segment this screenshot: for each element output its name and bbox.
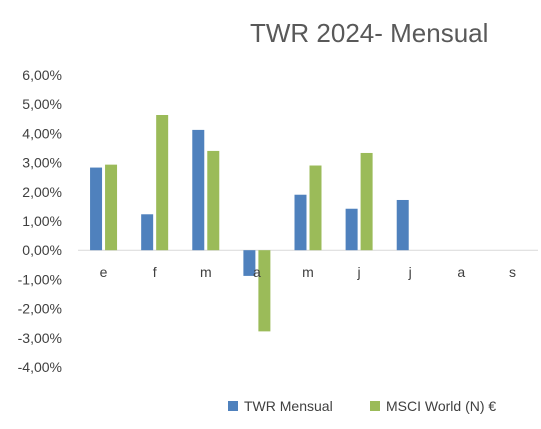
y-tick-label: -3,00% xyxy=(18,330,62,346)
legend-label: TWR Mensual xyxy=(244,398,333,414)
x-tick-label: a xyxy=(457,264,465,280)
x-tick-label: e xyxy=(100,264,108,280)
x-tick-label: m xyxy=(200,264,212,280)
bar xyxy=(345,208,358,251)
bar xyxy=(192,129,205,251)
bar xyxy=(105,164,118,251)
bar xyxy=(207,150,220,251)
y-tick-label: 3,00% xyxy=(22,155,62,171)
bar xyxy=(90,167,103,251)
x-tick-label: j xyxy=(357,264,361,280)
legend-label: MSCI World (N) € xyxy=(386,398,496,414)
x-tick-label: s xyxy=(509,264,516,280)
bar xyxy=(258,250,271,332)
y-tick-label: -4,00% xyxy=(18,359,62,375)
legend-swatch xyxy=(228,401,238,411)
x-tick-label: j xyxy=(408,264,412,280)
legend-swatch xyxy=(370,401,380,411)
bar xyxy=(156,115,169,251)
y-tick-label: 1,00% xyxy=(22,213,62,229)
y-tick-label: 2,00% xyxy=(22,184,62,200)
x-tick-label: m xyxy=(302,264,314,280)
bar xyxy=(396,199,409,251)
chart-title: TWR 2024- Mensual xyxy=(250,18,489,48)
bar xyxy=(294,194,307,251)
y-tick-label: 6,00% xyxy=(22,67,62,83)
bar xyxy=(243,250,256,276)
x-tick-label: f xyxy=(153,264,157,280)
bar xyxy=(360,152,373,251)
y-tick-label: 4,00% xyxy=(22,125,62,141)
y-tick-label: 5,00% xyxy=(22,96,62,112)
bar xyxy=(309,165,322,251)
y-tick-label: -2,00% xyxy=(18,301,62,317)
x-tick-label: a xyxy=(253,264,261,280)
bar xyxy=(141,214,154,251)
y-tick-label: -1,00% xyxy=(18,271,62,287)
y-tick-label: 0,00% xyxy=(22,242,62,258)
